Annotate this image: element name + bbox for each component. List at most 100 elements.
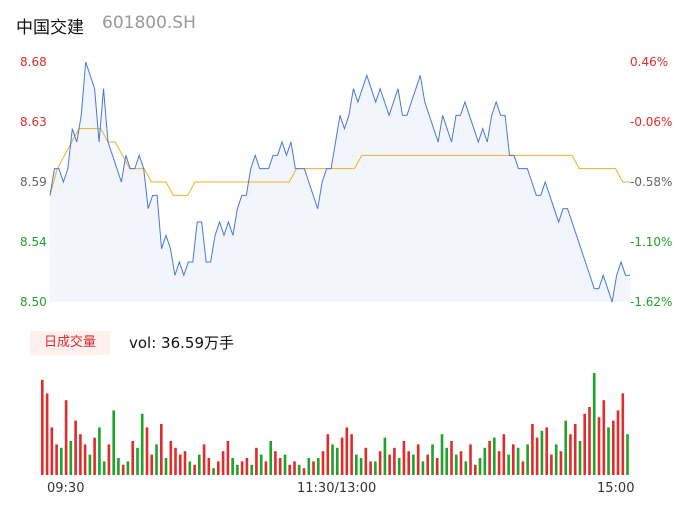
volume-bar	[179, 454, 182, 475]
percent-tick-label: -0.06%	[630, 115, 672, 129]
volume-bar	[573, 424, 577, 475]
volume-bar	[45, 393, 49, 475]
volume-bar	[378, 451, 382, 475]
volume-bar	[250, 464, 254, 475]
volume-bar	[117, 458, 120, 475]
volume-bar	[550, 454, 553, 475]
volume-bar	[502, 434, 506, 475]
daily-volume-tab[interactable]: 日成交量	[30, 331, 110, 355]
volume-bar	[259, 454, 263, 475]
volume-bar	[131, 441, 135, 475]
price-tick-label: 8.68	[20, 55, 47, 69]
volume-bar	[474, 464, 477, 475]
volume-bar	[207, 458, 211, 475]
volume-bar	[369, 461, 372, 475]
volume-bar	[583, 413, 587, 475]
volume-bar	[226, 441, 230, 475]
volume-bar	[564, 420, 568, 475]
average-line-layer	[49, 128, 630, 196]
volume-bar	[312, 461, 315, 475]
volume-bar	[112, 410, 116, 475]
price-tick-label: 8.59	[20, 175, 47, 189]
volume-bar	[297, 464, 301, 475]
volume-bar	[426, 454, 430, 475]
volume-bar	[321, 451, 325, 475]
volume-bars-layer	[41, 373, 629, 475]
percent-tick-layer: 0.46% -0.06% -0.58% -1.10% -1.62%	[630, 55, 672, 309]
volume-bar	[288, 464, 292, 475]
volume-bar	[93, 437, 96, 475]
volume-bar	[193, 464, 196, 475]
volume-bar	[402, 441, 406, 475]
volume-bar	[302, 468, 306, 475]
volume-bar	[407, 451, 411, 475]
volume-bar	[440, 434, 444, 475]
volume-bar	[102, 461, 106, 475]
volume-bar	[126, 461, 130, 475]
volume-bar	[50, 427, 54, 475]
volume-bar	[221, 451, 225, 475]
volume-bar	[188, 461, 192, 475]
volume-bar	[240, 461, 244, 475]
price-line	[49, 61, 630, 303]
volume-bar	[88, 454, 92, 475]
volume-bar	[245, 458, 249, 475]
x-tick-open: 09:30	[47, 481, 85, 496]
volume-bar	[540, 430, 544, 475]
volume-bar	[55, 444, 58, 475]
percent-tick-label: -1.62%	[630, 295, 672, 309]
volume-bar	[521, 461, 525, 475]
volume-bar	[626, 434, 629, 475]
volume-bar	[326, 434, 330, 475]
volume-bar	[274, 451, 277, 475]
volume-bar	[355, 454, 358, 475]
volume-bar	[416, 444, 420, 475]
percent-tick-label: 0.46%	[630, 55, 668, 69]
volume-bar	[431, 444, 434, 475]
volume-bar	[60, 447, 63, 475]
volume-bar	[236, 464, 239, 475]
volume-bar	[83, 444, 87, 475]
price-tick-layer: 8.68 8.63 8.59 8.54 8.50	[20, 55, 47, 309]
volume-bar	[331, 444, 334, 475]
volume-bar	[41, 379, 44, 475]
volume-bar	[69, 441, 73, 475]
volume-bar	[202, 444, 206, 475]
volume-bar	[217, 461, 220, 475]
volume-bar	[507, 454, 510, 475]
volume-bar	[155, 444, 158, 475]
volume-bar	[283, 454, 287, 475]
volume-bar	[160, 424, 163, 475]
average-price-line	[49, 128, 630, 196]
volume-bar	[412, 454, 415, 475]
volume-bar	[478, 458, 482, 475]
volume-bar	[592, 373, 596, 475]
volume-bar	[602, 400, 606, 475]
x-tick-close: 15:00	[597, 481, 635, 496]
volume-bar	[397, 458, 401, 475]
volume-bar	[183, 451, 187, 475]
volume-bar	[464, 461, 468, 475]
volume-bar	[145, 427, 149, 475]
volume-bar	[493, 437, 496, 475]
volume-bar	[388, 454, 391, 475]
volume-bar	[364, 447, 368, 475]
volume-bar	[121, 464, 125, 475]
volume-bar	[278, 458, 282, 475]
volume-bar	[435, 458, 439, 475]
volume-bar	[293, 461, 296, 475]
volume-bar	[569, 434, 572, 475]
volume-bar	[107, 444, 111, 475]
volume-bar	[483, 447, 487, 475]
volume-bar	[516, 447, 520, 475]
volume-bar	[512, 444, 515, 475]
volume-bar	[578, 441, 582, 475]
percent-tick-label: -0.58%	[630, 175, 672, 189]
volume-bar	[79, 434, 82, 475]
volume-bar	[255, 447, 258, 475]
volume-bar	[374, 461, 377, 475]
volume-bar	[74, 420, 77, 475]
volume-bar	[307, 458, 311, 475]
percent-tick-label: -1.10%	[630, 235, 672, 249]
volume-bar	[616, 410, 620, 475]
